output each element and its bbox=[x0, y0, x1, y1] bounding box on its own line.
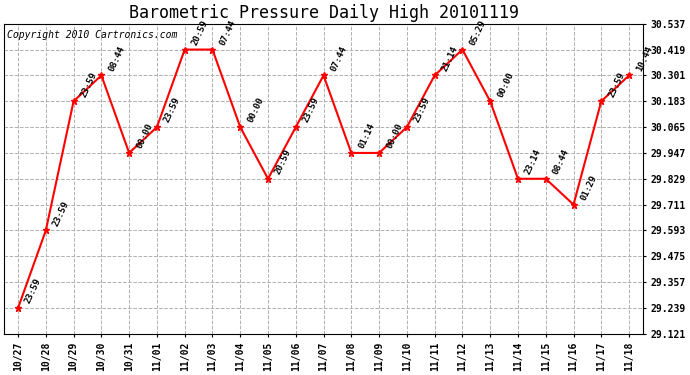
Text: 08:44: 08:44 bbox=[551, 148, 571, 176]
Text: 23:59: 23:59 bbox=[162, 96, 182, 124]
Text: 23:59: 23:59 bbox=[79, 70, 99, 99]
Text: 20:59: 20:59 bbox=[190, 19, 210, 47]
Text: 05:29: 05:29 bbox=[468, 19, 488, 47]
Text: 00:00: 00:00 bbox=[135, 122, 155, 150]
Text: 23:59: 23:59 bbox=[23, 277, 43, 305]
Text: 07:44: 07:44 bbox=[329, 45, 348, 73]
Text: 10:44: 10:44 bbox=[635, 45, 654, 73]
Text: 20:59: 20:59 bbox=[273, 148, 293, 176]
Text: 00:00: 00:00 bbox=[384, 122, 404, 150]
Text: 07:44: 07:44 bbox=[218, 19, 237, 47]
Text: 00:00: 00:00 bbox=[246, 96, 266, 124]
Text: Copyright 2010 Cartronics.com: Copyright 2010 Cartronics.com bbox=[8, 30, 178, 40]
Text: 08:44: 08:44 bbox=[107, 45, 126, 73]
Text: 23:59: 23:59 bbox=[51, 200, 71, 228]
Text: 21:14: 21:14 bbox=[440, 45, 460, 73]
Text: 01:14: 01:14 bbox=[357, 122, 377, 150]
Title: Barometric Pressure Daily High 20101119: Barometric Pressure Daily High 20101119 bbox=[128, 4, 519, 22]
Text: 23:14: 23:14 bbox=[524, 148, 543, 176]
Text: 00:00: 00:00 bbox=[495, 70, 515, 99]
Text: 23:59: 23:59 bbox=[302, 96, 321, 124]
Text: 23:59: 23:59 bbox=[607, 70, 627, 99]
Text: 23:59: 23:59 bbox=[413, 96, 432, 124]
Text: 01:29: 01:29 bbox=[579, 174, 599, 202]
